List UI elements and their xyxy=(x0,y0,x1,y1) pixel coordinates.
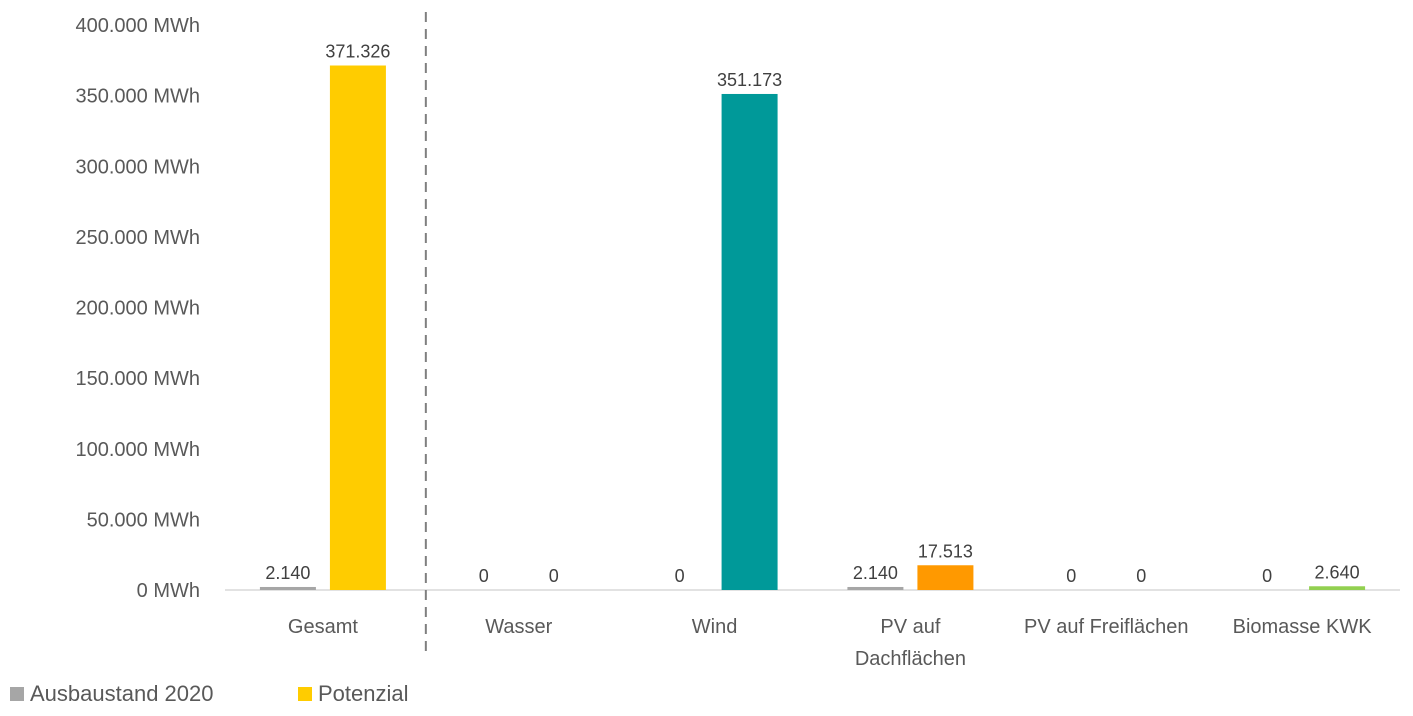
data-label: 2.140 xyxy=(265,563,310,583)
bar xyxy=(259,586,316,590)
y-tick-label: 400.000 MWh xyxy=(75,15,200,37)
category-label: PV auf Freiflächen xyxy=(1024,616,1189,638)
category-label: Wasser xyxy=(485,616,552,638)
y-tick-label: 0 MWh xyxy=(137,580,200,602)
legend-label: Ausbaustand 2020 xyxy=(30,681,214,706)
data-label: 0 xyxy=(675,566,685,586)
data-label: 351.173 xyxy=(717,70,782,90)
category-label: PV auf xyxy=(880,616,940,638)
category-label: Gesamt xyxy=(288,616,358,638)
y-tick-label: 50.000 MWh xyxy=(87,509,200,531)
y-tick-label: 250.000 MWh xyxy=(75,227,200,249)
data-label: 2.640 xyxy=(1315,562,1360,582)
data-label: 0 xyxy=(1262,566,1272,586)
bar xyxy=(917,565,974,590)
legend-swatch xyxy=(298,687,312,701)
legend-swatch xyxy=(10,687,24,701)
bar xyxy=(1309,586,1366,590)
bar xyxy=(847,586,904,590)
data-label: 2.140 xyxy=(853,563,898,583)
y-tick-label: 300.000 MWh xyxy=(75,156,200,178)
data-label: 0 xyxy=(549,566,559,586)
y-tick-label: 350.000 MWh xyxy=(75,86,200,108)
y-tick-label: 100.000 MWh xyxy=(75,439,200,461)
data-label: 371.326 xyxy=(325,42,390,62)
data-label: 0 xyxy=(1136,566,1146,586)
y-tick-label: 150.000 MWh xyxy=(75,368,200,390)
y-tick-label: 200.000 MWh xyxy=(75,298,200,320)
bar xyxy=(721,93,778,590)
legend-label: Potenzial xyxy=(318,681,409,706)
data-label: 0 xyxy=(479,566,489,586)
data-label: 0 xyxy=(1066,566,1076,586)
category-label: Wind xyxy=(692,616,738,638)
data-label: 17.513 xyxy=(918,541,973,561)
category-label: Biomasse KWK xyxy=(1233,616,1373,638)
bar xyxy=(329,65,386,591)
category-label: Dachflächen xyxy=(855,648,966,670)
